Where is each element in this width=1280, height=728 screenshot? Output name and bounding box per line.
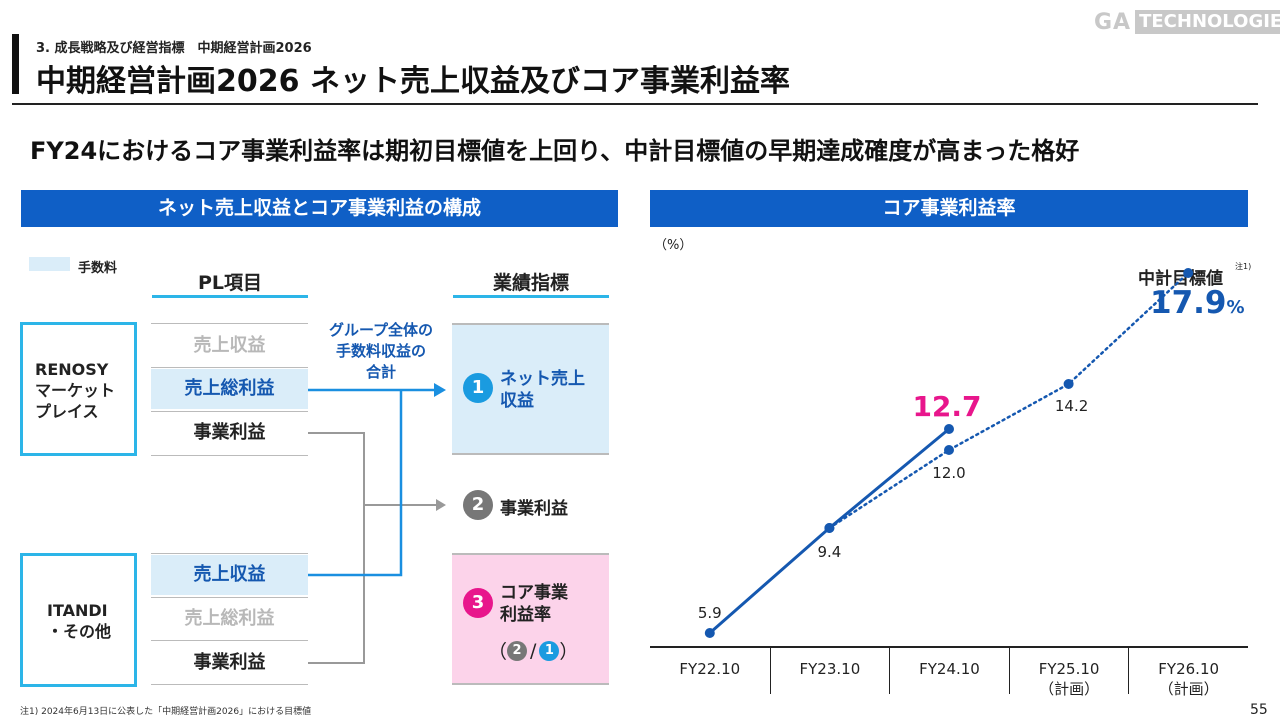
target-value: 17.9 xyxy=(1150,285,1227,321)
pl-sep xyxy=(151,455,308,456)
data-label-fy23: 9.4 xyxy=(817,543,841,561)
kpi-2-badge: 2 xyxy=(463,490,493,520)
itandi-revenue: 売上収益 xyxy=(151,555,308,595)
headline: FY24におけるコア事業利益率は期初目標値を上回り、中計目標値の早期達成確度が高… xyxy=(30,137,1080,165)
flow-line-revenue xyxy=(308,390,403,577)
pl-sep xyxy=(151,553,308,554)
kpi-1-badge: 1 xyxy=(463,373,493,403)
kpi-3-label-line1: コア事業 xyxy=(500,583,568,603)
plan-point-FY25.10 xyxy=(1063,379,1074,389)
segment-renosy-line3: プレイス xyxy=(35,402,99,421)
category-cell-FY23.10: FY23.10 xyxy=(769,648,890,694)
category-cell-FY24.10: FY24.10 xyxy=(889,648,1009,694)
category-sublabel: （計画） xyxy=(1158,680,1219,698)
data-label-fy25-plan: 14.2 xyxy=(1055,397,1088,415)
plan-point-FY23.10 xyxy=(824,523,835,533)
pl-heading-underline xyxy=(152,295,308,298)
plan-series-line xyxy=(828,271,1190,530)
page-title: 中期経営計画2026 ネット売上収益及びコア事業利益率 xyxy=(36,64,790,99)
segment-itandi-line2: ・その他 xyxy=(47,622,112,641)
pl-sep xyxy=(151,597,308,598)
target-note: 注1) xyxy=(1235,262,1252,271)
category-label: FY24.10 xyxy=(919,660,980,678)
category-label: FY22.10 xyxy=(679,660,741,678)
formula-num-badge: 2 xyxy=(507,640,528,661)
flow-line-op-renosy xyxy=(308,432,365,505)
kpi-3-formula: （ 2 / 1 ） xyxy=(488,637,578,664)
kpi-1-label-line2: 収益 xyxy=(500,391,534,411)
flow-line-op-itandi xyxy=(308,505,365,664)
category-cell-FY22.10: FY22.10 xyxy=(650,648,770,694)
category-label: FY23.10 xyxy=(799,660,861,678)
kpi-3-label-line2: 利益率 xyxy=(500,605,551,625)
segment-itandi: ITANDI ・その他 xyxy=(20,553,137,687)
page-number: 55 xyxy=(1250,702,1268,718)
segment-itandi-line1: ITANDI xyxy=(47,601,108,620)
chart-ylabel: （%） xyxy=(654,238,693,253)
plan-point-FY24.10 xyxy=(944,445,954,455)
itandi-gross-profit: 売上総利益 xyxy=(184,608,275,629)
legend-label: 手数料 xyxy=(78,261,118,276)
footnote: 注1) 2024年6月13日に公表した「中期経営計画2026」における目標値 xyxy=(20,707,312,717)
pl-heading: PL項目 xyxy=(197,272,263,294)
legend-swatch xyxy=(29,257,70,271)
title-divider xyxy=(12,103,1258,105)
category-row: FY22.10 FY23.10 FY24.10 FY25.10 （計画） FY26.10 （… xyxy=(650,648,1248,698)
actual-point-FY22.10 xyxy=(704,628,715,638)
flow-label-line2: 手数料収益の xyxy=(335,342,426,360)
renosy-revenue: 売上収益 xyxy=(193,335,266,356)
title-accent-bar xyxy=(12,34,19,94)
pl-sep xyxy=(151,367,308,368)
kpi-3-badge: 3 xyxy=(463,588,493,618)
pl-sep xyxy=(151,684,308,685)
itandi-operating-profit: 事業利益 xyxy=(193,652,266,673)
segment-renosy-line2: マーケット xyxy=(35,381,116,400)
kpi-1-label-line1: ネット売上 xyxy=(500,369,585,389)
target-unit: % xyxy=(1226,297,1245,318)
category-axis: FY22.10 FY23.10 FY24.10 FY25.10 （計画） FY26.10 （… xyxy=(650,646,1248,698)
formula-slash: / xyxy=(530,639,537,662)
flow-label: グループ全体の 手数料収益の 合計 xyxy=(308,320,454,383)
actual-point-FY24.10 xyxy=(944,424,954,434)
category-label: FY25.10 xyxy=(1038,660,1100,678)
category-axis-line xyxy=(650,646,1248,648)
pl-sep xyxy=(151,411,308,412)
data-label-fy24-plan: 12.0 xyxy=(932,464,965,482)
segment-renosy-line1: RENOSY xyxy=(35,360,109,379)
right-panel-header: コア事業利益率 xyxy=(650,190,1248,227)
brand-ga: GA xyxy=(1094,9,1132,35)
brand-tech: TECHNOLOGIES xyxy=(1135,10,1280,34)
category-label: FY26.10 xyxy=(1158,660,1220,678)
data-label-fy22: 5.9 xyxy=(698,604,722,622)
flow-arrowhead-blue xyxy=(434,383,446,397)
brand-logo: GA TECHNOLOGIES xyxy=(1094,9,1280,35)
category-cell-FY25.10: FY25.10 （計画） xyxy=(1008,648,1129,698)
pl-sep xyxy=(151,323,308,324)
kpi-3-box xyxy=(452,553,609,685)
target-value-wrap: 17.9% xyxy=(1150,285,1245,321)
breadcrumb: 3. 成長戦略及び経営指標 中期経営計画2026 xyxy=(36,41,312,56)
category-cell-FY26.10: FY26.10 （計画） xyxy=(1128,648,1248,698)
kpi-heading: 業績指標 xyxy=(492,272,569,294)
renosy-operating-profit: 事業利益 xyxy=(193,422,266,443)
flow-label-line3: 合計 xyxy=(365,363,396,381)
flow-arrowhead-gray xyxy=(436,499,446,511)
plan-point-FY26.10 xyxy=(1183,268,1194,278)
category-sublabel: （計画） xyxy=(1039,680,1100,698)
kpi-1-label: ネット売上 収益 xyxy=(500,368,585,412)
kpi-3-label: コア事業 利益率 xyxy=(500,582,568,626)
formula-open: （ xyxy=(488,641,508,663)
flow-label-line1: グループ全体の xyxy=(328,321,434,339)
flow-connectors xyxy=(308,383,446,664)
kpi-2-label: 事業利益 xyxy=(500,499,568,519)
pl-sep xyxy=(151,640,308,641)
formula-den-badge: 1 xyxy=(539,640,560,661)
segment-renosy: RENOSY マーケット プレイス xyxy=(20,322,137,456)
kpi-heading-underline xyxy=(453,295,609,298)
left-panel-header: ネット売上収益とコア事業利益の構成 xyxy=(21,190,618,227)
formula-close: ） xyxy=(559,641,579,663)
renosy-gross-profit: 売上総利益 xyxy=(151,369,308,409)
data-label-fy24-actual: 12.7 xyxy=(912,390,981,423)
